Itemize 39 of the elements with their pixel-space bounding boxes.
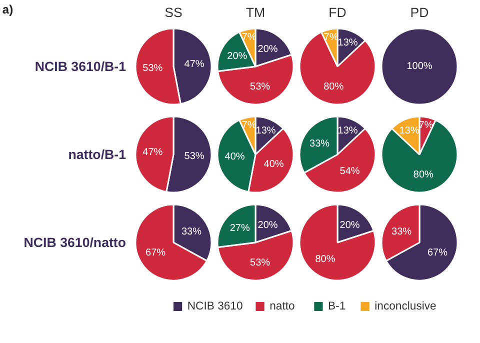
chart-title: TM [246,5,266,20]
data-label: 20% [258,220,278,232]
data-label: 40% [224,152,245,163]
data-label: 13% [399,125,420,136]
chart-title: FD [328,5,346,20]
data-label: 80% [315,254,336,265]
data-label: 13% [338,125,358,136]
data-label: 13% [256,125,276,136]
data-label: 47% [184,59,204,70]
data-label: 47% [142,147,163,158]
data-label: 33% [181,226,202,238]
data-label: 27% [230,223,250,234]
data-label: 80% [413,170,434,181]
legend-label: NCIB 3610 [187,300,243,312]
data-label: 33% [310,138,330,150]
data-label: 67% [427,248,448,259]
data-label: 67% [146,248,166,259]
data-label: 33% [392,226,412,238]
text: natto/B-1 [68,147,127,162]
legend-label: inconclusive [374,300,436,312]
legend-label: B-1 [328,300,346,312]
chart-title: PD [410,5,429,20]
chart-title: SS [164,5,182,20]
data-label: 20% [258,44,278,56]
text: NCIB 3610/natto [24,235,126,250]
data-label: 53% [184,150,204,162]
text: NCIB 3610/B-1 [34,59,127,74]
data-label: 80% [324,82,344,93]
text: a) [2,2,14,16]
data-label: 54% [340,166,360,177]
data-label: 53% [142,62,163,74]
legend-label: natto [270,300,295,312]
data-label: 53% [250,81,270,92]
data-label: 20% [227,50,248,62]
data-label: 20% [340,220,360,232]
data-label: 40% [264,159,284,170]
data-label: 100% [406,61,432,72]
data-label: 13% [338,37,358,48]
data-label: 53% [250,257,270,268]
